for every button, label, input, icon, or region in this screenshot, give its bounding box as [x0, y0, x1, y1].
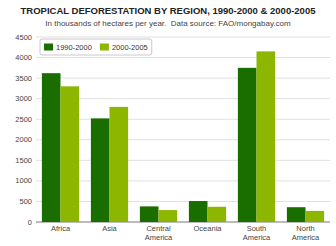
grid-line [36, 201, 330, 202]
x-tick-label-line: America [292, 233, 320, 242]
bar [208, 207, 227, 222]
grid-line [36, 98, 330, 99]
legend-label: 1990-2000 [56, 43, 92, 52]
y-tick-label: 1500 [15, 156, 32, 165]
y-tick-label: 3500 [15, 74, 32, 83]
y-tick-label: 1000 [15, 176, 32, 185]
y-tick-label: 3000 [15, 94, 32, 103]
legend-swatch [44, 44, 53, 51]
background [0, 0, 336, 246]
grid-line [36, 139, 330, 140]
x-axis-line [36, 222, 330, 223]
bar [110, 107, 129, 222]
bar [238, 68, 257, 222]
bar [257, 51, 276, 222]
y-tick-label: 0 [28, 218, 32, 227]
y-tick-label: 2000 [15, 135, 32, 144]
subtitle: In thousands of hectares per year. Data … [45, 19, 291, 28]
grid-line [36, 160, 330, 161]
x-tick-label: NorthAmerica [292, 224, 320, 242]
x-tick-label-line: Asia [102, 224, 117, 233]
y-tick-label: 2500 [15, 115, 32, 124]
grid-line [36, 222, 330, 223]
x-tick-label: Africa [51, 224, 71, 233]
grid [36, 37, 330, 222]
legend: 1990-2000 2000-2005 [40, 39, 152, 55]
grid-line [36, 57, 330, 58]
y-tick-label: 4500 [15, 33, 32, 42]
grid-line [36, 37, 330, 38]
bar [189, 201, 208, 222]
chart: TROPICAL DEFORESTATION BY REGION, 1990-2… [0, 0, 336, 246]
x-tick-label: Asia [102, 224, 117, 233]
x-tick-label-line: Africa [51, 224, 71, 233]
legend-label: 2000-2005 [112, 43, 148, 52]
legend-swatch [100, 44, 109, 51]
bar [42, 73, 61, 222]
x-tick-label-line: America [243, 233, 271, 242]
x-tick-label: SouthAmerica [243, 224, 271, 242]
bar [91, 118, 110, 222]
grid-line [36, 78, 330, 79]
grid-line [36, 180, 330, 181]
y-tick-label: 4000 [15, 53, 32, 62]
bar [306, 211, 325, 222]
bar [140, 206, 159, 222]
y-tick-label: 500 [19, 197, 32, 206]
x-tick-label: CentralAmerica [145, 224, 173, 242]
bar [159, 210, 178, 222]
x-tick-label-line: America [145, 233, 173, 242]
legend-box [40, 39, 152, 55]
grid-line [36, 119, 330, 120]
x-tick-label-line: Oceania [194, 224, 223, 233]
title: TROPICAL DEFORESTATION BY REGION, 1990-2… [21, 5, 317, 16]
bar [287, 207, 306, 222]
bar [61, 86, 80, 222]
x-tick-label: Oceania [194, 224, 223, 233]
